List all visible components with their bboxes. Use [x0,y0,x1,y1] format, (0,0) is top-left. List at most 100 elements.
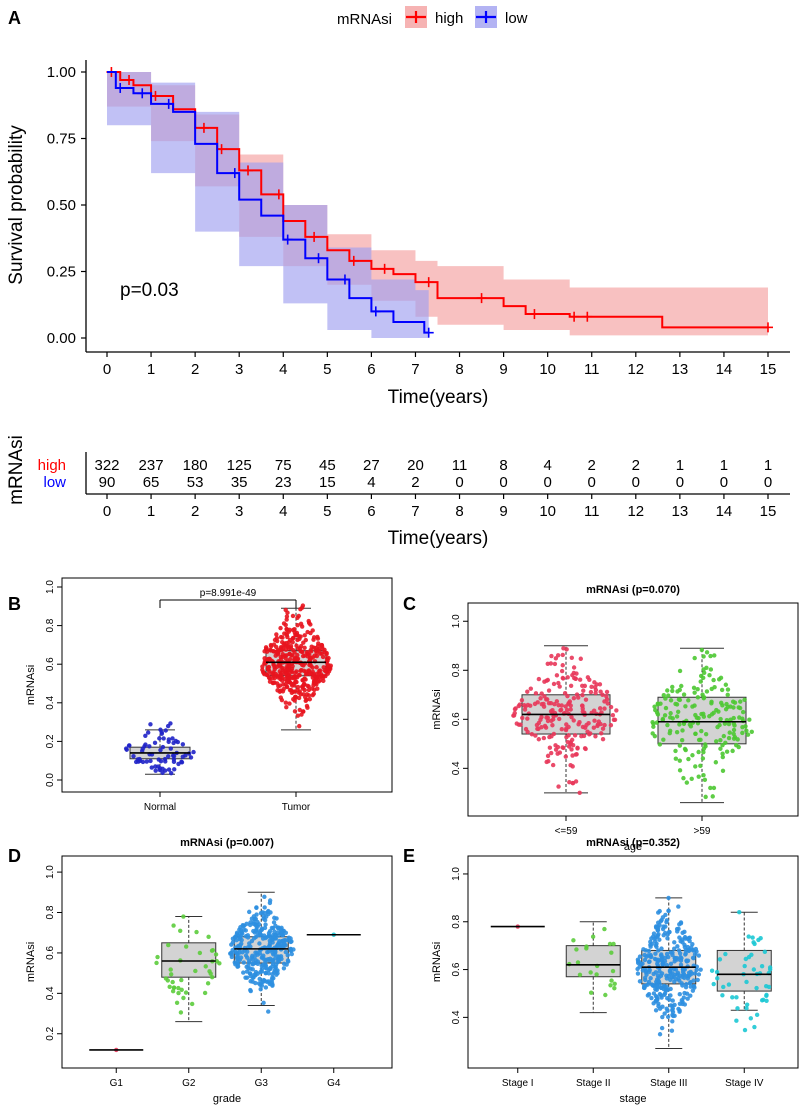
panel-e-point-2 [672,1013,677,1019]
panel-e-point-2 [649,982,655,987]
panel-c-point-1 [749,729,754,734]
panel-b-point-0 [123,746,129,751]
panel-c-point-0 [585,729,590,734]
panel-c-point-1 [709,712,715,717]
km-y-tick-label: 0.25 [47,264,76,281]
panel-c-point-0 [563,727,569,733]
panel-e-point-3 [761,997,766,1002]
risk-cell-low: 0 [632,474,640,491]
panel-c-point-1 [684,780,690,785]
panel-e-point-2 [670,971,675,976]
panel-b-point-1 [280,652,285,657]
panel-c-point-1 [674,714,680,719]
panel-c-point-0 [511,713,516,718]
panel-d-point-2 [237,942,243,948]
km-x-tick-label: 6 [367,361,375,378]
panel-c-point-1 [718,716,723,722]
panel-e-point-2 [641,983,647,989]
panel-b-y-tick-label: 0.4 [45,695,56,709]
panel-d-point-1 [183,990,189,995]
panel-e-point-2 [657,908,662,914]
panel-c-point-1 [707,673,712,678]
panel-b-point-1 [315,643,321,649]
panel-d-point-2 [258,928,264,933]
panel-d-point-2 [243,934,249,939]
panel-d-point-2 [272,915,277,921]
panel-c-point-0 [523,726,529,732]
panel-b-point-1 [287,651,292,657]
panel-b-point-1 [317,668,323,673]
panel-b-point-1 [290,613,296,619]
panel-e-point-2 [661,924,666,929]
risk-cell-high: 237 [139,457,164,474]
panel-e-x-tick-label: Stage III [650,1078,687,1089]
panel-c-point-1 [689,776,694,781]
panel-c-point-0 [542,723,548,729]
panel-e-point-3 [737,909,742,915]
panel-b-point-0 [139,748,145,754]
panel-c-point-0 [604,694,609,699]
panel-e-point-2 [670,1009,676,1015]
panel-c-point-1 [747,717,752,722]
panel-c-point-1 [670,684,675,690]
panel-e-point-2 [676,948,682,953]
panel-b-point-0 [153,768,158,773]
risk-cell-low: 35 [231,474,248,491]
panel-d-point-2 [240,950,245,955]
panel-b-point-1 [283,647,289,652]
risk-cell-high: 1 [764,457,772,474]
panel-c-point-1 [693,764,698,769]
panel-c-point-0 [558,708,563,713]
panel-e-point-3 [746,934,751,939]
panel-d-y-tick-label: 0.6 [45,946,56,960]
panel-e-point-2 [665,1014,671,1020]
panel-c-point-1 [726,721,732,727]
panel-b-point-1 [274,635,280,641]
panel-e-y-tick-label: 0.4 [451,1010,462,1024]
panel-c-point-1 [696,774,701,779]
panel-c-point-0 [575,745,580,751]
panel-e-point-2 [657,1032,663,1037]
panel-c-point-0 [545,661,550,666]
panel-d-x-axis-label: grade [213,1093,241,1105]
panel-c-point-0 [550,723,555,728]
panel-d-point-2 [248,944,253,949]
panel-b-point-1 [273,671,278,677]
panel-b-point-1 [308,655,314,661]
panel-c-point-0 [579,703,585,708]
risk-cell-high: 11 [452,457,468,474]
panel-c-point-0 [546,688,552,693]
panel-b-point-1 [306,684,311,689]
panel-e-point-1 [612,981,617,986]
risk-cell-low: 15 [319,474,336,491]
panel-b-point-1 [323,669,329,674]
panel-e-point-3 [742,1027,748,1033]
panel-e-point-2 [677,1001,683,1007]
panel-b-point-1 [284,705,289,710]
panel-b-point-0 [161,736,166,741]
panel-c-point-1 [667,731,672,736]
panel-e-point-2 [655,925,660,930]
km-y-tick-label: 1.00 [47,64,76,81]
panel-c-point-1 [699,647,705,653]
km-legend-label-low: low [505,10,528,27]
panel-c-point-0 [536,676,542,682]
panel-b-point-0 [160,766,165,771]
panel-label-d: D [8,846,21,866]
panel-b-point-1 [284,631,289,636]
panel-c-point-0 [560,676,566,681]
panel-c-point-1 [718,675,724,681]
panel-e-point-2 [635,971,641,976]
panel-d-point-2 [267,938,273,943]
panel-c-point-1 [650,731,655,736]
panel-b-point-0 [148,758,153,764]
panel-e-point-2 [691,983,697,989]
panel-c-point-1 [710,794,715,799]
panel-c-point-0 [517,702,522,707]
panel-e-point-2 [635,966,640,972]
panel-b-point-1 [261,670,266,676]
panel-b-point-1 [295,713,301,718]
panel-e-box-3 [716,949,772,992]
km-x-tick-label: 2 [191,361,199,378]
panel-c-point-0 [608,704,614,710]
